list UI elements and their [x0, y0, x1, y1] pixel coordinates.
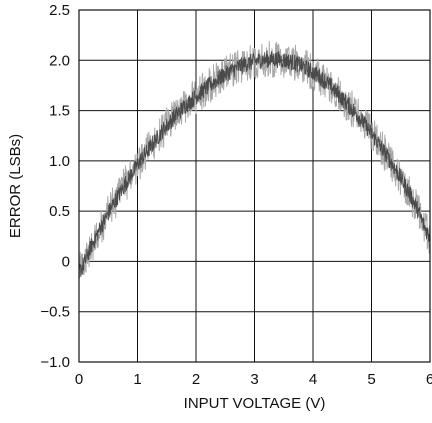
x-tick-label: 4 — [309, 371, 317, 388]
noise-band — [79, 40, 430, 279]
x-tick-label: 3 — [250, 371, 258, 388]
x-tick-label: 5 — [367, 371, 375, 388]
x-tick-label: 6 — [426, 371, 432, 388]
y-axis-ticks: −1.0 −0.5 0 0.5 1.0 1.5 2.0 2.5 — [40, 2, 70, 371]
plot-frame — [78, 9, 431, 363]
y-axis-label: ERROR (LSBs) — [7, 134, 24, 238]
y-tick-label: 2.0 — [49, 52, 70, 69]
x-tick-label: 0 — [75, 371, 83, 388]
x-axis-label: INPUT VOLTAGE (V) — [184, 395, 326, 412]
y-tick-label: 2.5 — [49, 2, 70, 19]
series-line — [79, 50, 430, 277]
x-tick-label: 2 — [192, 371, 200, 388]
y-tick-label: −0.5 — [40, 304, 70, 321]
y-tick-label: 1.0 — [49, 153, 70, 170]
noise-band-path — [79, 40, 430, 279]
data-trace — [79, 50, 430, 277]
x-tick-label: 1 — [133, 371, 141, 388]
y-tick-label: −1.0 — [40, 354, 70, 371]
y-tick-label: 0 — [62, 253, 70, 270]
y-tick-label: 0.5 — [49, 203, 70, 220]
y-tick-label: 1.5 — [49, 103, 70, 120]
x-axis-ticks: 0 1 2 3 4 5 6 — [75, 371, 432, 388]
